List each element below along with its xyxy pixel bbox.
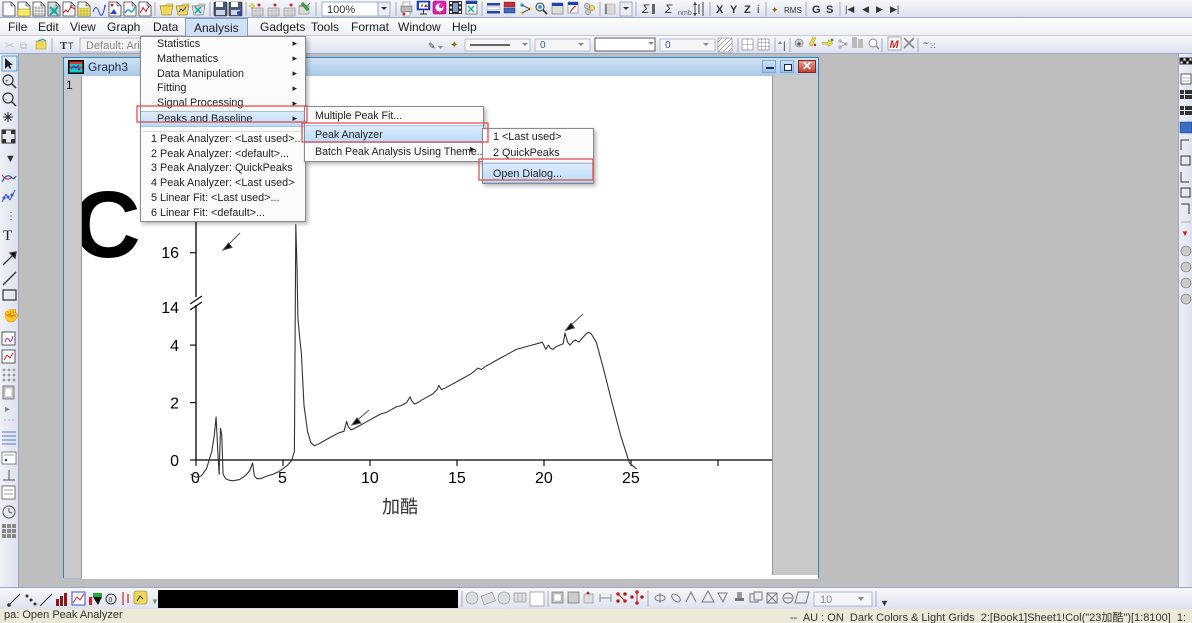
svg-text:Z: Z xyxy=(744,4,751,16)
svg-text:T: T xyxy=(60,40,68,52)
svg-text:i: i xyxy=(757,4,759,16)
svg-text:Σ: Σ xyxy=(641,2,650,16)
svg-text:✎: ✎ xyxy=(428,41,436,51)
svg-text:▼: ▼ xyxy=(880,598,889,608)
svg-text:10: 10 xyxy=(820,594,832,606)
svg-text:S: S xyxy=(826,4,833,16)
svg-text:0: 0 xyxy=(665,40,671,51)
svg-text:Y: Y xyxy=(730,4,738,16)
svg-text:Σ: Σ xyxy=(664,2,673,16)
svg-text:T: T xyxy=(68,41,74,51)
svg-text:|: | xyxy=(783,41,786,52)
svg-text:X: X xyxy=(716,4,724,16)
svg-text:✦: ✦ xyxy=(771,5,779,15)
svg-text:G: G xyxy=(812,4,821,16)
svg-text:◀: ◀ xyxy=(862,4,869,14)
svg-text:100%: 100% xyxy=(327,4,355,16)
svg-text:0: 0 xyxy=(109,597,113,604)
svg-text:▼: ▼ xyxy=(151,597,159,606)
svg-text:RMS: RMS xyxy=(784,6,802,15)
svg-text:✦: ✦ xyxy=(450,40,458,51)
svg-text:✂: ✂ xyxy=(5,40,14,52)
svg-text:0: 0 xyxy=(540,40,546,51)
svg-text:nmb: nmb xyxy=(678,10,692,17)
svg-text:|◀: |◀ xyxy=(845,4,854,14)
svg-text:▶|: ▶| xyxy=(890,4,899,14)
svg-text:M: M xyxy=(890,39,900,51)
svg-text:▶: ▶ xyxy=(876,4,883,14)
svg-text:⧉: ⧉ xyxy=(20,41,27,52)
svg-text:⁗⁙: ⁗⁙ xyxy=(923,41,937,51)
